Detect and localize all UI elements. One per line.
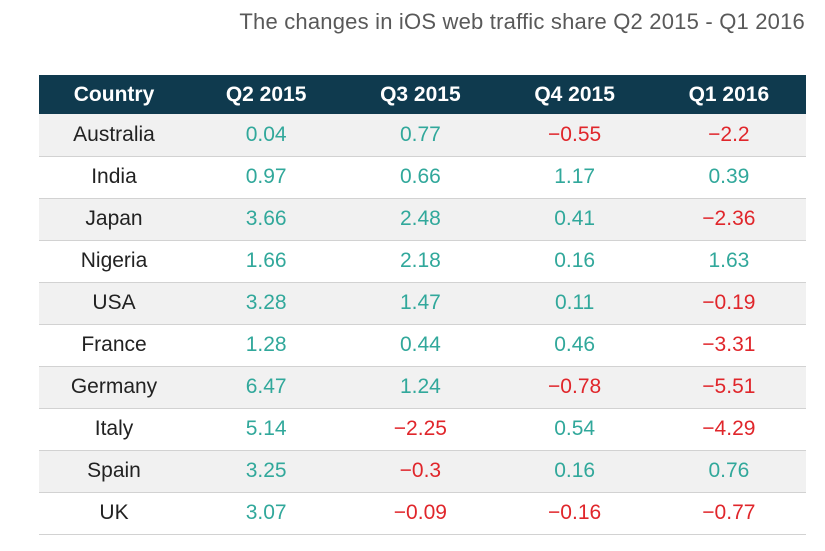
value-cell-q3-2015: 2.48 — [343, 198, 498, 241]
value-cell-q2-2015: 3.66 — [189, 198, 344, 241]
value-cell-q4-2015: 0.16 — [497, 450, 652, 493]
table-row: Germany 6.47 1.24 −0.78 −5.51 — [39, 366, 806, 409]
table-row: Italy 5.14 −2.25 0.54 −4.29 — [39, 408, 806, 451]
value-cell-q4-2015: −0.78 — [497, 366, 652, 409]
value-cell-q3-2015: 1.24 — [343, 366, 498, 409]
column-header-country: Country — [39, 75, 189, 114]
traffic-share-table: Country Q2 2015 Q3 2015 Q4 2015 Q1 2016 … — [39, 75, 806, 535]
value-cell-q3-2015: 1.47 — [343, 282, 498, 325]
table-row: India 0.97 0.66 1.17 0.39 — [39, 156, 806, 199]
country-cell: Italy — [39, 408, 189, 451]
value-cell-q4-2015: −0.55 — [497, 114, 652, 157]
value-cell-q1-2016: −2.36 — [651, 198, 806, 241]
column-header-q3-2015: Q3 2015 — [343, 75, 498, 114]
value-cell-q3-2015: −0.09 — [343, 492, 498, 535]
table-row: Spain 3.25 −0.3 0.16 0.76 — [39, 450, 806, 493]
value-cell-q4-2015: 0.11 — [497, 282, 652, 325]
chart-title: The changes in iOS web traffic share Q2 … — [239, 9, 805, 34]
value-cell-q1-2016: 0.39 — [651, 156, 806, 199]
header-row: Country Q2 2015 Q3 2015 Q4 2015 Q1 2016 — [39, 75, 806, 114]
country-cell: UK — [39, 492, 189, 535]
value-cell-q3-2015: 0.44 — [343, 324, 498, 367]
value-cell-q2-2015: 0.97 — [189, 156, 344, 199]
value-cell-q1-2016: 0.76 — [651, 450, 806, 493]
value-cell-q3-2015: −2.25 — [343, 408, 498, 451]
value-cell-q2-2015: 0.04 — [189, 114, 344, 157]
country-cell: Australia — [39, 114, 189, 157]
country-cell: Spain — [39, 450, 189, 493]
value-cell-q4-2015: 1.17 — [497, 156, 652, 199]
table-row: USA 3.28 1.47 0.11 −0.19 — [39, 282, 806, 325]
column-header-q2-2015: Q2 2015 — [189, 75, 344, 114]
value-cell-q2-2015: 1.66 — [189, 240, 344, 283]
value-cell-q4-2015: 0.41 — [497, 198, 652, 241]
value-cell-q2-2015: 3.25 — [189, 450, 344, 493]
value-cell-q1-2016: −2.2 — [651, 114, 806, 157]
value-cell-q1-2016: −5.51 — [651, 366, 806, 409]
table-row: Nigeria 1.66 2.18 0.16 1.63 — [39, 240, 806, 283]
value-cell-q3-2015: 0.66 — [343, 156, 498, 199]
value-cell-q3-2015: 2.18 — [343, 240, 498, 283]
value-cell-q2-2015: 3.28 — [189, 282, 344, 325]
value-cell-q1-2016: 1.63 — [651, 240, 806, 283]
country-cell: India — [39, 156, 189, 199]
value-cell-q4-2015: 0.46 — [497, 324, 652, 367]
country-cell: Germany — [39, 366, 189, 409]
value-cell-q3-2015: 0.77 — [343, 114, 498, 157]
value-cell-q1-2016: −0.77 — [651, 492, 806, 535]
value-cell-q2-2015: 3.07 — [189, 492, 344, 535]
value-cell-q2-2015: 1.28 — [189, 324, 344, 367]
column-header-q1-2016: Q1 2016 — [651, 75, 806, 114]
table-row: Australia 0.04 0.77 −0.55 −2.2 — [39, 114, 806, 157]
country-cell: France — [39, 324, 189, 367]
table-row: UK 3.07 −0.09 −0.16 −0.77 — [39, 492, 806, 535]
value-cell-q3-2015: −0.3 — [343, 450, 498, 493]
table-row: Japan 3.66 2.48 0.41 −2.36 — [39, 198, 806, 241]
value-cell-q1-2016: −4.29 — [651, 408, 806, 451]
value-cell-q1-2016: −0.19 — [651, 282, 806, 325]
country-cell: Japan — [39, 198, 189, 241]
country-cell: USA — [39, 282, 189, 325]
value-cell-q4-2015: 0.54 — [497, 408, 652, 451]
column-header-q4-2015: Q4 2015 — [497, 75, 652, 114]
value-cell-q2-2015: 5.14 — [189, 408, 344, 451]
country-cell: Nigeria — [39, 240, 189, 283]
value-cell-q4-2015: −0.16 — [497, 492, 652, 535]
table-body: Australia 0.04 0.77 −0.55 −2.2 India 0.97 0.66 1… — [39, 114, 806, 535]
table-row: France 1.28 0.44 0.46 −3.31 — [39, 324, 806, 367]
value-cell-q1-2016: −3.31 — [651, 324, 806, 367]
value-cell-q2-2015: 6.47 — [189, 366, 344, 409]
value-cell-q4-2015: 0.16 — [497, 240, 652, 283]
